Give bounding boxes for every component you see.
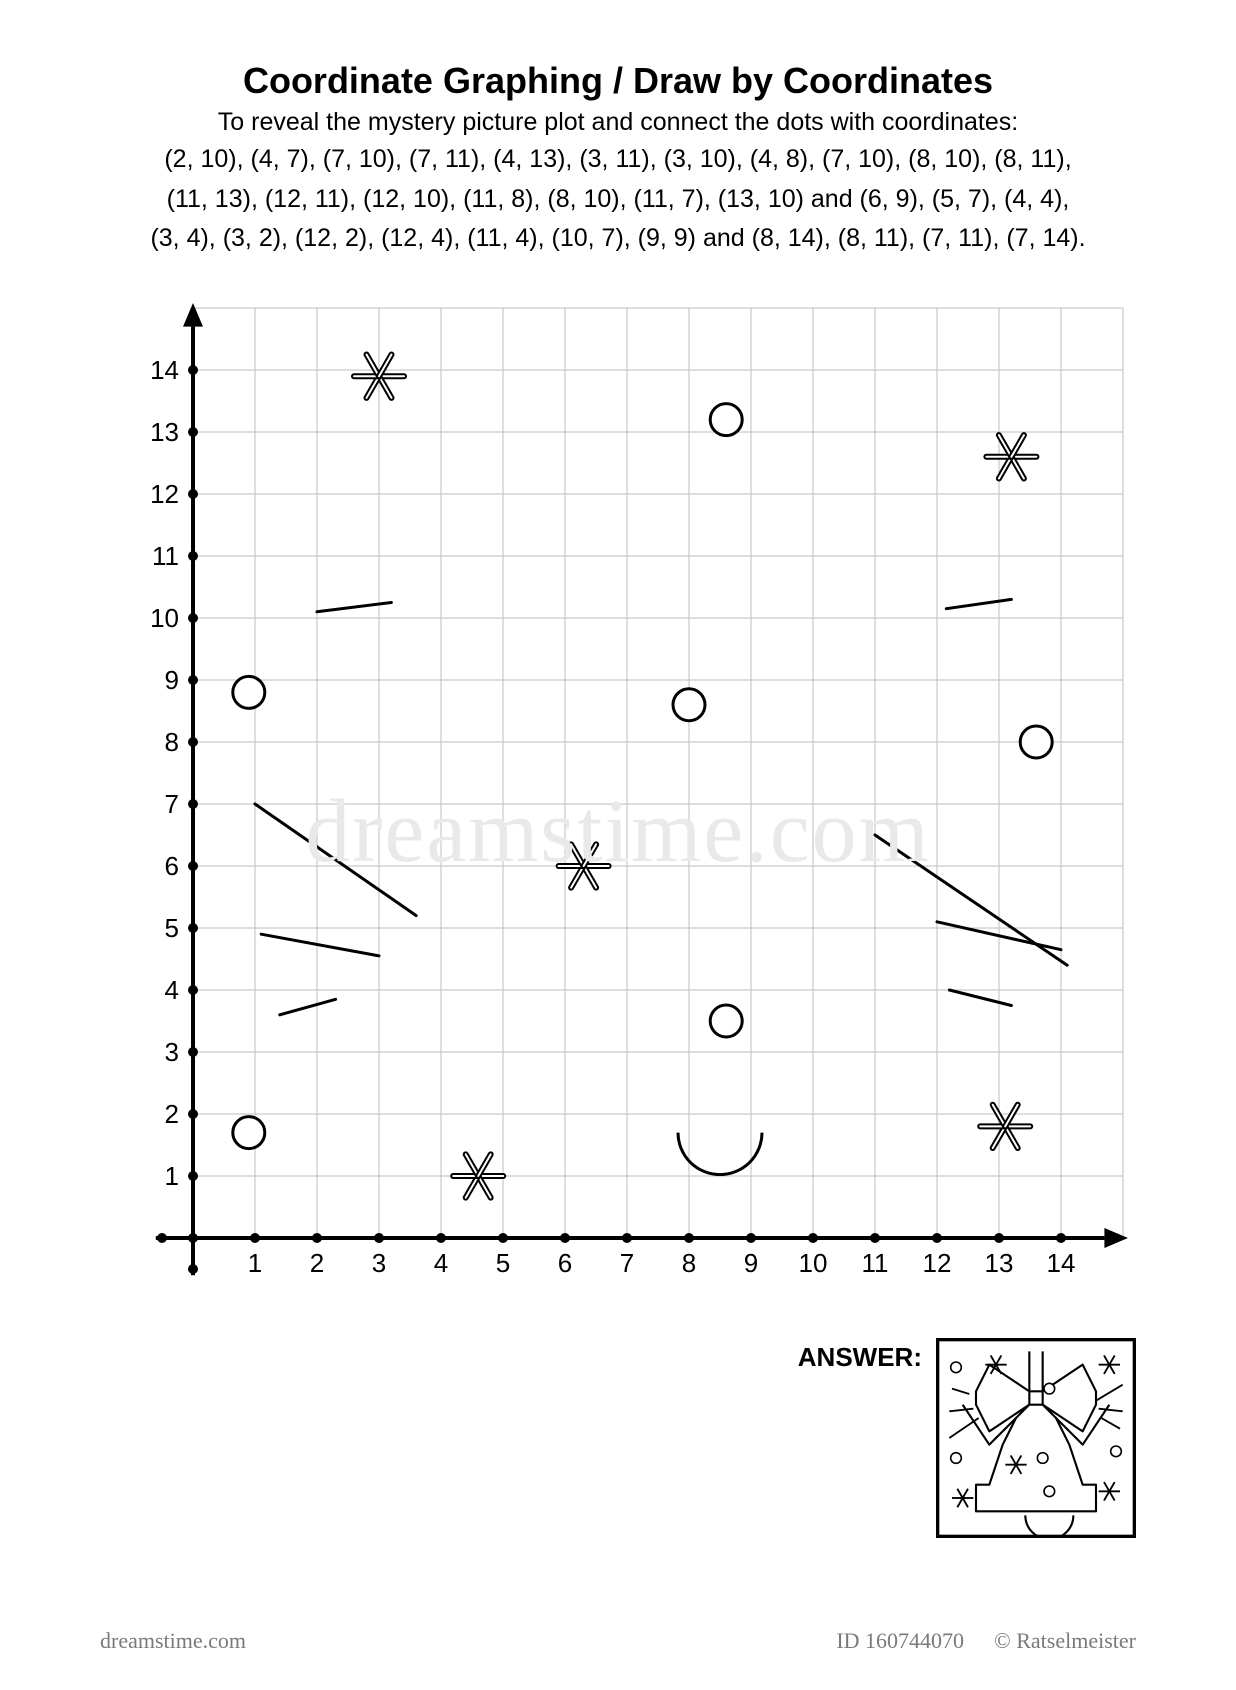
svg-text:5: 5 — [496, 1248, 510, 1278]
footer-credit: © Ratselmeister — [994, 1628, 1136, 1654]
svg-text:12: 12 — [150, 479, 179, 509]
page-title: Coordinate Graphing / Draw by Coordinate… — [90, 60, 1146, 102]
coord-line-2: (11, 13), (12, 11), (12, 10), (11, 8), (… — [90, 181, 1146, 219]
svg-text:5: 5 — [165, 913, 179, 943]
svg-text:9: 9 — [744, 1248, 758, 1278]
svg-text:3: 3 — [372, 1248, 386, 1278]
svg-text:4: 4 — [165, 975, 179, 1005]
answer-label: ANSWER: — [798, 1342, 922, 1373]
coordinate-graph: 12345678910111213141234567891011121314 — [103, 278, 1133, 1308]
svg-text:4: 4 — [434, 1248, 448, 1278]
svg-text:8: 8 — [682, 1248, 696, 1278]
svg-text:6: 6 — [558, 1248, 572, 1278]
svg-text:3: 3 — [165, 1037, 179, 1067]
footer-id: ID 160744070 — [836, 1628, 964, 1654]
svg-text:14: 14 — [150, 355, 179, 385]
svg-text:7: 7 — [165, 789, 179, 819]
svg-text:2: 2 — [310, 1248, 324, 1278]
footer-left: dreamstime.com — [100, 1628, 246, 1654]
svg-text:10: 10 — [799, 1248, 828, 1278]
svg-text:13: 13 — [150, 417, 179, 447]
svg-text:2: 2 — [165, 1099, 179, 1129]
svg-text:9: 9 — [165, 665, 179, 695]
svg-text:13: 13 — [985, 1248, 1014, 1278]
answer-thumbnail — [936, 1338, 1136, 1538]
svg-text:1: 1 — [248, 1248, 262, 1278]
page-subtitle: To reveal the mystery picture plot and c… — [90, 108, 1146, 137]
svg-text:12: 12 — [923, 1248, 952, 1278]
svg-text:7: 7 — [620, 1248, 634, 1278]
svg-text:6: 6 — [165, 851, 179, 881]
svg-text:11: 11 — [152, 541, 179, 571]
coord-line-1: (2, 10), (4, 7), (7, 10), (7, 11), (4, 1… — [90, 141, 1146, 179]
svg-text:8: 8 — [165, 727, 179, 757]
svg-text:1: 1 — [165, 1161, 179, 1191]
svg-text:11: 11 — [862, 1248, 889, 1278]
coord-line-3: (3, 4), (3, 2), (12, 2), (12, 4), (11, 4… — [90, 220, 1146, 258]
svg-text:14: 14 — [1047, 1248, 1076, 1278]
svg-text:10: 10 — [150, 603, 179, 633]
